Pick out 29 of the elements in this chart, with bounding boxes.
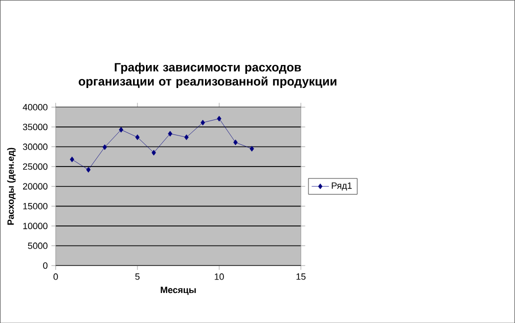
x-tick-label: 10 [214,273,224,280]
y-tick-label: 40000 [22,104,48,110]
point [200,120,205,126]
y-tick-label: 5000 [28,242,48,249]
point [250,146,254,152]
point [102,144,107,150]
point [118,126,124,132]
y-tick-label: 10000 [23,222,48,230]
x-tick-label: 0 [54,273,58,280]
point [86,166,91,172]
point [233,139,238,146]
x-axis-title: Месяцы [160,286,196,295]
chart-title: График зависимости расходов организации от реализованной продукции [78,62,336,88]
point [216,116,222,122]
point [168,130,172,136]
y-tick-label: 0 [43,262,48,269]
point [70,156,74,162]
y-tick-label: 35000 [22,124,48,130]
y-tick-label: 15000 [23,202,48,210]
y-tick-label: 25000 [23,163,48,170]
y-tick-label: 20000 [23,183,48,190]
y-tick-label: 30000 [22,143,48,150]
point [184,134,189,140]
x-tick-label: 5 [135,273,140,280]
legend-label: Ряд1 [332,182,352,190]
point [152,150,156,156]
x-tick-label: 15 [296,273,306,280]
y-axis-title: Расходы (ден.ед) [7,148,16,225]
point [135,134,140,140]
